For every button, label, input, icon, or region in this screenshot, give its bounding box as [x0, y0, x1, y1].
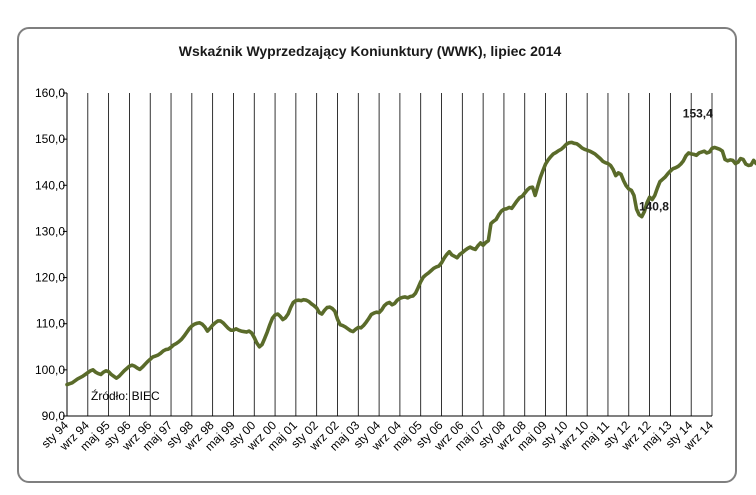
y-tick-label: 120,0 — [35, 271, 65, 285]
y-tick-label: 100,0 — [35, 363, 65, 377]
y-tick-label: 110,0 — [36, 317, 65, 331]
y-tick-label: 140,0 — [35, 178, 65, 192]
chart-title: Wskaźnik Wyprzedzający Koniunktury (WWK)… — [179, 43, 562, 59]
grid-lines — [66, 93, 713, 416]
y-tick-label: 160,0 — [35, 86, 65, 100]
axes — [63, 92, 712, 417]
data-annotation: 153,4 — [683, 106, 713, 120]
series-line — [65, 140, 756, 387]
chart-frame — [17, 27, 737, 483]
annotations: 153,4 140,8 — [639, 106, 713, 213]
y-tick-label: 130,0 — [35, 224, 65, 238]
data-annotation: 140,8 — [639, 200, 669, 214]
y-tick-label: 90,0 — [42, 409, 66, 423]
y-tick-labels: 90,0 100,0 110,0 120,0 130,0 140,0 150,0 160,0 — [35, 86, 65, 423]
source-label: Źródło: BIEC — [91, 388, 160, 403]
y-tick-label: 150,0 — [35, 132, 65, 146]
